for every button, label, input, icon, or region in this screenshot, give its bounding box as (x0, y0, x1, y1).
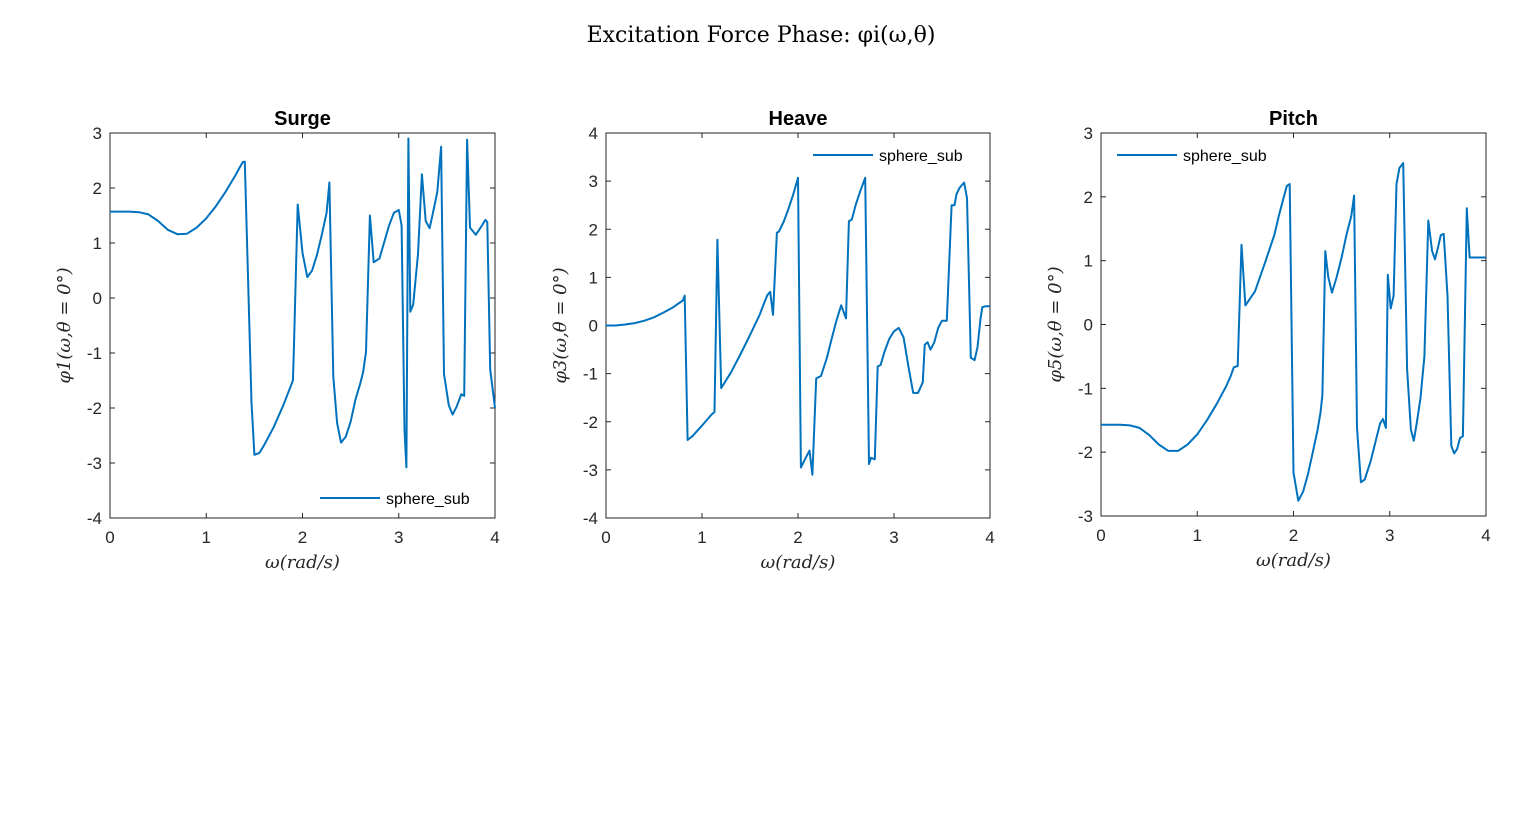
x-axis-label: ω(rad/s) (265, 552, 340, 573)
y-tick-label: -1 (583, 365, 598, 384)
x-tick-label: 2 (1289, 526, 1298, 545)
y-tick-label: 1 (1084, 252, 1093, 271)
legend-label: sphere_sub (386, 491, 470, 508)
x-tick-label: 1 (202, 528, 211, 547)
legend-label: sphere_sub (1183, 148, 1267, 165)
x-tick-label: 0 (1096, 526, 1105, 545)
y-tick-label: -3 (1078, 507, 1093, 526)
chart-panel-surge: 0 1 2 3 4 -4 -3 -2 -1 0 1 2 3 Surge ω(rad/s) φ1(ω,θ = 0… (54, 108, 500, 573)
plot-area (109, 132, 496, 519)
y-axis-label: φ5(ω,θ = 0°) (1045, 266, 1066, 382)
y-tick-label: 4 (589, 124, 598, 143)
series-line-sphere_sub (110, 137, 496, 469)
y-tick-label: 2 (1084, 188, 1093, 207)
x-tick-label: 0 (601, 528, 610, 547)
legend: sphere_sub (1117, 148, 1267, 165)
y-tick-label: 2 (589, 220, 598, 239)
y-tick-label: 0 (1084, 316, 1093, 335)
y-tick-label: 3 (589, 172, 598, 191)
legend: sphere_sub (320, 491, 470, 508)
x-tick-label: 4 (985, 528, 994, 547)
x-tick-label: 1 (697, 528, 706, 547)
chart-panel-heave: 0 1 2 3 4 -4 -3 -2 -1 0 1 2 3 4 Heave ω(rad/s) φ3(ω,θ = … (550, 108, 995, 573)
y-tick-label: -4 (87, 509, 102, 528)
x-tick-label: 3 (394, 528, 403, 547)
y-tick-label: 0 (93, 289, 102, 308)
y-tick-label: 2 (93, 179, 102, 198)
x-tick-label: 3 (889, 528, 898, 547)
y-tick-label: -2 (583, 413, 598, 432)
y-tick-label: 1 (589, 268, 598, 287)
y-tick-label: -3 (583, 461, 598, 480)
y-tick-label: -3 (87, 454, 102, 473)
x-tick-label: 3 (1385, 526, 1394, 545)
y-tick-label: 3 (93, 124, 102, 143)
series-line-sphere_sub (1101, 162, 1486, 502)
y-tick-label: 3 (1084, 124, 1093, 143)
legend-label: sphere_sub (879, 148, 963, 165)
series-line-sphere_sub (606, 176, 990, 476)
y-tick-label: -1 (1078, 379, 1093, 398)
y-tick-label: 0 (589, 317, 598, 336)
x-tick-label: 4 (1481, 526, 1490, 545)
y-tick-label: 1 (93, 234, 102, 253)
figure-title: Excitation Force Phase: φi(ω,θ) (587, 23, 936, 48)
y-tick-label: -4 (583, 509, 598, 528)
legend: sphere_sub (813, 148, 963, 165)
x-tick-label: 2 (298, 528, 307, 547)
chart-panel-pitch: 0 1 2 3 4 -3 -2 -1 0 1 2 3 Pitch ω(rad/s) φ5(ω,θ = 0°)… (1045, 108, 1491, 571)
panel-title: Heave (769, 108, 828, 130)
panel-title: Surge (274, 108, 331, 130)
panel-title: Pitch (1269, 108, 1318, 130)
y-axis-label: φ1(ω,θ = 0°) (54, 267, 75, 383)
y-tick-label: -2 (87, 399, 102, 418)
y-tick-label: -1 (87, 344, 102, 363)
x-tick-label: 4 (490, 528, 499, 547)
x-tick-label: 2 (793, 528, 802, 547)
x-axis-label: ω(rad/s) (1256, 550, 1331, 571)
x-tick-label: 0 (105, 528, 114, 547)
x-axis-label: ω(rad/s) (761, 552, 836, 573)
x-tick-label: 1 (1193, 526, 1202, 545)
y-axis-label: φ3(ω,θ = 0°) (550, 267, 571, 383)
y-tick-label: -2 (1078, 443, 1093, 462)
